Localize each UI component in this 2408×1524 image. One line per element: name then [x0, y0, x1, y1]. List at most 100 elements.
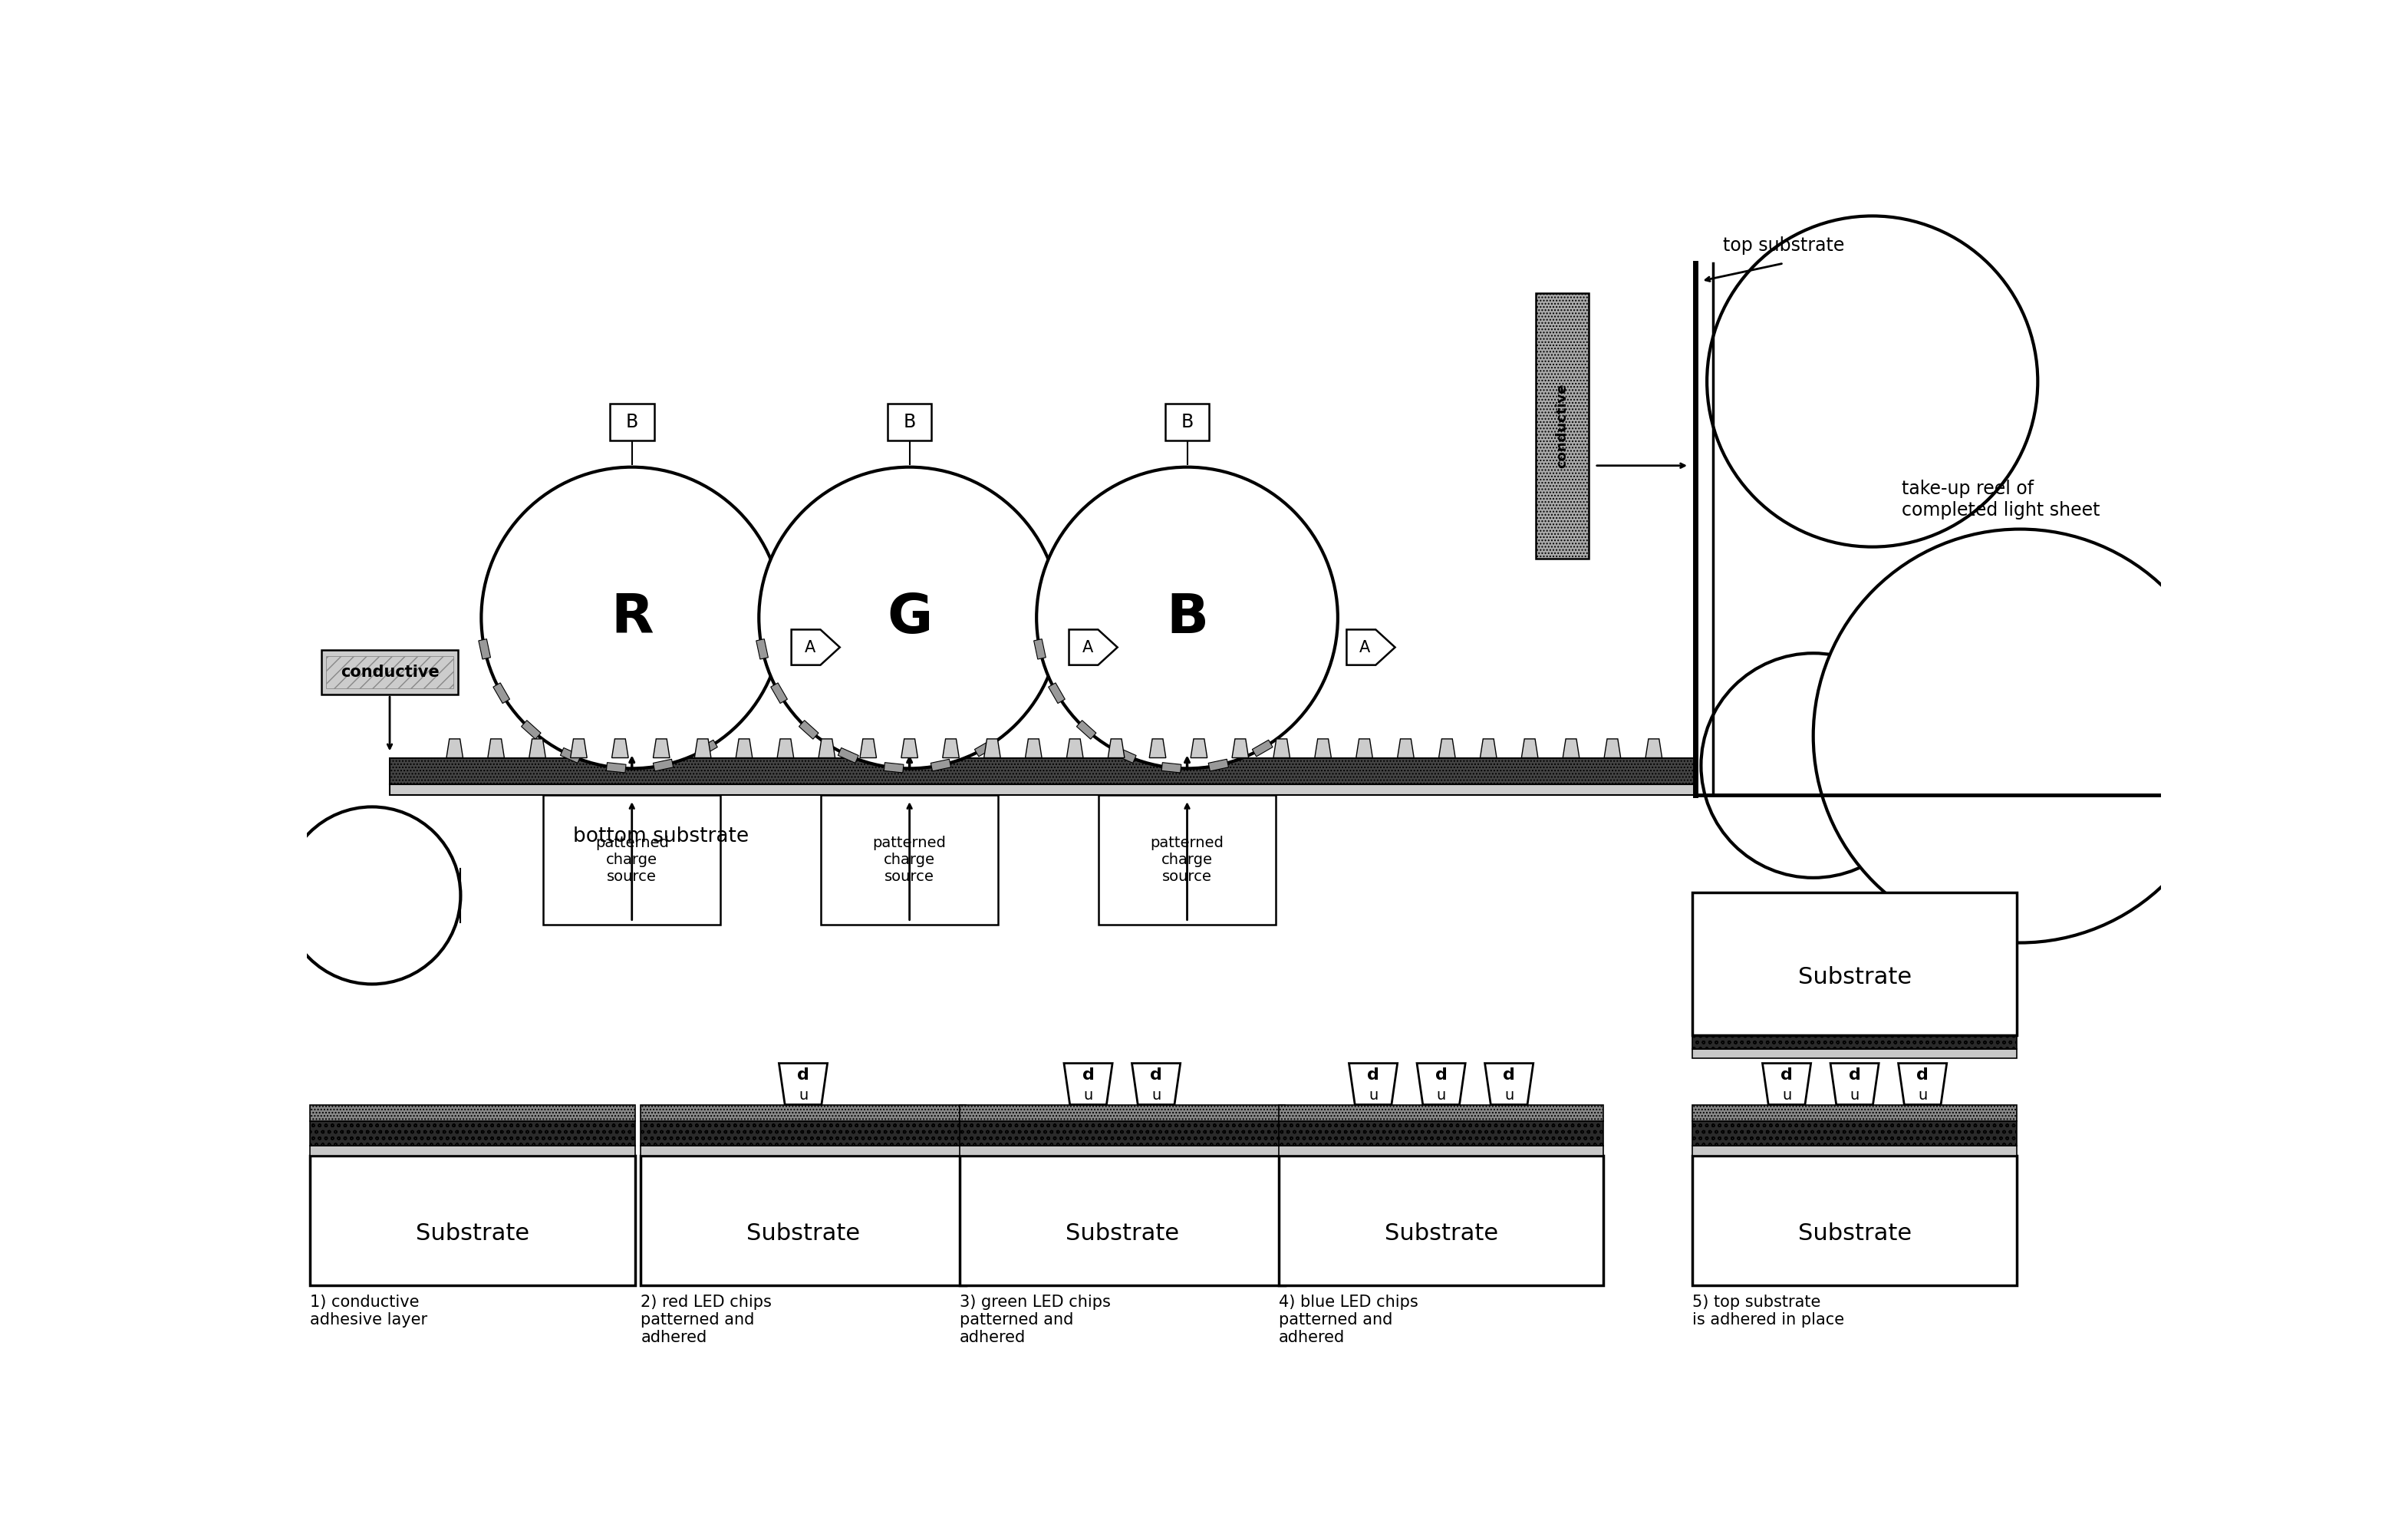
Polygon shape — [1209, 759, 1228, 771]
Bar — [1693, 1035, 2018, 1049]
Text: A: A — [1361, 640, 1370, 655]
Text: d: d — [1849, 1067, 1861, 1082]
Text: d: d — [1917, 1067, 1929, 1082]
Bar — [311, 1146, 636, 1155]
Bar — [1693, 1122, 2018, 1146]
Polygon shape — [1069, 629, 1117, 664]
Circle shape — [1700, 654, 1926, 878]
Polygon shape — [1356, 739, 1373, 757]
Polygon shape — [1522, 739, 1539, 757]
Polygon shape — [884, 762, 903, 773]
Polygon shape — [1416, 1064, 1466, 1105]
Polygon shape — [1438, 739, 1454, 757]
Text: u: u — [1849, 1088, 1859, 1103]
Text: Substrate: Substrate — [1799, 1222, 1912, 1245]
Bar — [1693, 1155, 2018, 1285]
Text: patterned
charge
source: patterned charge source — [872, 835, 946, 884]
Polygon shape — [1486, 1064, 1534, 1105]
Polygon shape — [756, 639, 768, 660]
Polygon shape — [607, 762, 626, 773]
Bar — [1693, 893, 2018, 1035]
Text: patterned
charge
source: patterned charge source — [595, 835, 669, 884]
Text: u: u — [799, 1088, 809, 1103]
Text: B: B — [1165, 591, 1209, 645]
Bar — [641, 1122, 966, 1146]
Polygon shape — [799, 721, 819, 739]
Polygon shape — [1346, 629, 1394, 664]
Text: d: d — [1503, 1067, 1515, 1082]
Text: A: A — [804, 640, 816, 655]
Polygon shape — [778, 1064, 828, 1105]
Text: Substrate: Substrate — [417, 1222, 530, 1245]
Polygon shape — [520, 721, 542, 739]
Text: top substrate: top substrate — [1724, 236, 1845, 255]
Text: u: u — [1084, 1088, 1093, 1103]
Text: u: u — [1151, 1088, 1161, 1103]
Polygon shape — [1026, 739, 1043, 757]
Text: Substrate: Substrate — [746, 1222, 860, 1245]
Polygon shape — [1115, 748, 1137, 764]
Text: d: d — [1081, 1067, 1093, 1082]
Bar — [641, 1146, 966, 1155]
Text: conductive: conductive — [1556, 384, 1570, 468]
Circle shape — [759, 466, 1060, 768]
Text: bottom substrate: bottom substrate — [573, 826, 749, 846]
Bar — [311, 1155, 636, 1285]
Polygon shape — [1190, 739, 1206, 757]
Bar — [961, 1146, 1283, 1155]
Polygon shape — [1064, 1064, 1112, 1105]
Bar — [1165, 404, 1209, 440]
Polygon shape — [1132, 1064, 1180, 1105]
Bar — [323, 651, 458, 695]
Circle shape — [284, 806, 460, 985]
Polygon shape — [1149, 739, 1165, 757]
Text: 1) conductive
adhesive layer: 1) conductive adhesive layer — [311, 1294, 429, 1327]
Bar — [1279, 1155, 1604, 1285]
Polygon shape — [1067, 739, 1084, 757]
Bar — [961, 1122, 1283, 1146]
Text: B: B — [903, 413, 915, 431]
Text: d: d — [1151, 1067, 1163, 1082]
Bar — [1279, 1122, 1604, 1146]
Polygon shape — [1397, 739, 1413, 757]
Polygon shape — [1233, 739, 1250, 757]
Polygon shape — [561, 748, 580, 764]
Polygon shape — [445, 739, 462, 757]
Polygon shape — [1252, 741, 1274, 756]
Bar — [325, 657, 453, 689]
Polygon shape — [1763, 1064, 1811, 1105]
Polygon shape — [901, 739, 917, 757]
Text: R: R — [612, 591, 653, 645]
Polygon shape — [653, 739, 669, 757]
Polygon shape — [612, 739, 628, 757]
Polygon shape — [1047, 683, 1064, 704]
Text: Substrate: Substrate — [1064, 1222, 1180, 1245]
Polygon shape — [530, 739, 547, 757]
Polygon shape — [975, 741, 995, 756]
Polygon shape — [571, 739, 588, 757]
Text: 3) green LED chips
patterned and
adhered: 3) green LED chips patterned and adhered — [961, 1294, 1110, 1346]
Bar — [821, 796, 999, 925]
Text: take-up reel of
completed light sheet: take-up reel of completed light sheet — [1902, 480, 2100, 520]
Bar — [390, 785, 1695, 796]
Circle shape — [1707, 216, 2037, 547]
Bar — [889, 404, 932, 440]
Text: Substrate: Substrate — [1799, 966, 1912, 988]
Polygon shape — [1108, 739, 1125, 757]
Polygon shape — [778, 739, 795, 757]
Text: B: B — [626, 413, 638, 431]
Polygon shape — [494, 683, 510, 704]
Polygon shape — [1563, 739, 1580, 757]
Bar — [641, 1155, 966, 1285]
Bar — [311, 1122, 636, 1146]
Polygon shape — [771, 683, 787, 704]
Polygon shape — [1830, 1064, 1878, 1105]
Bar — [1536, 293, 1589, 559]
Text: d: d — [1368, 1067, 1380, 1082]
Polygon shape — [696, 741, 718, 756]
Bar — [390, 757, 1695, 785]
Bar — [641, 1105, 966, 1122]
Polygon shape — [479, 639, 491, 660]
Text: d: d — [1780, 1067, 1794, 1082]
Polygon shape — [1274, 739, 1291, 757]
